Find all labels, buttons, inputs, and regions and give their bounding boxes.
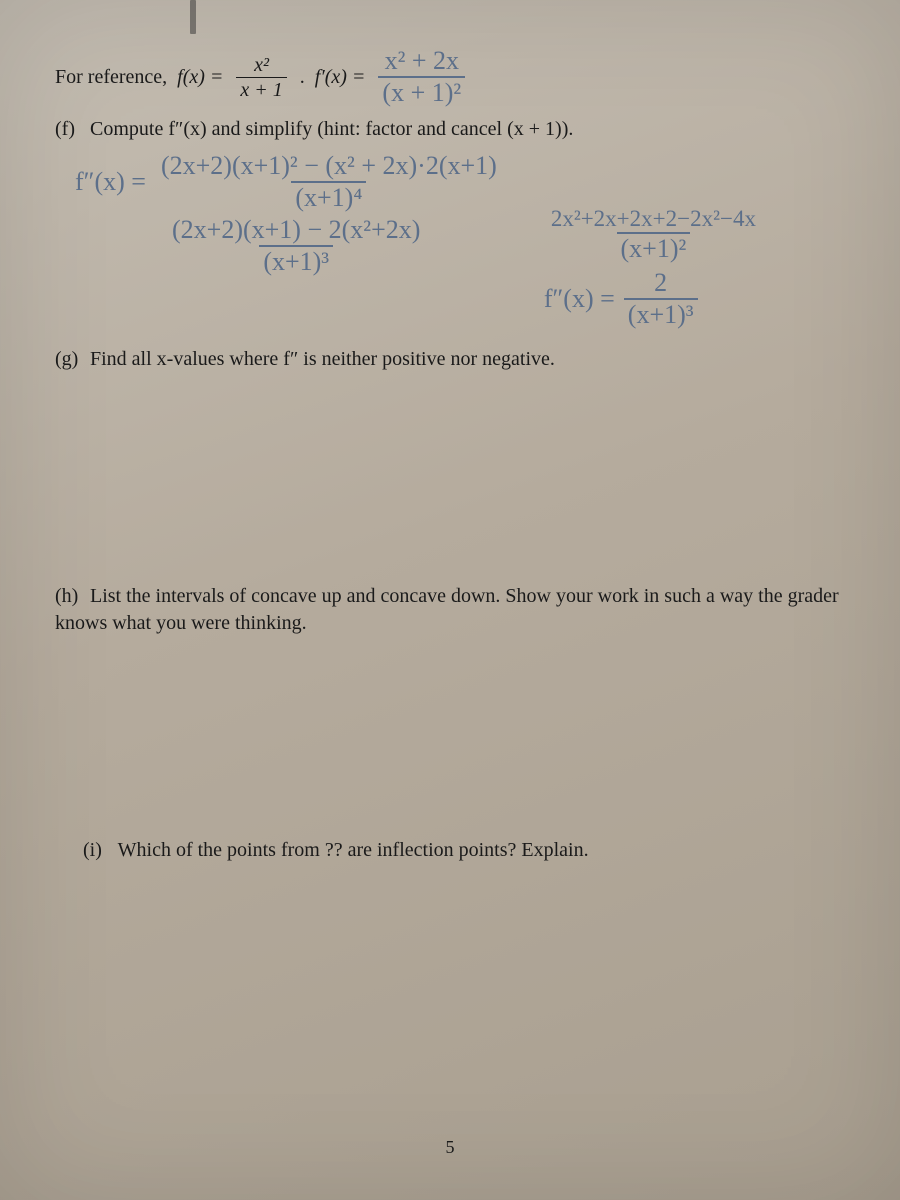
- part-g-text: Find all x-values where f″ is neither po…: [90, 348, 555, 370]
- handwork-line2: (2x+2)(x+1) − 2(x²+2x) (x+1)³: [165, 217, 427, 275]
- fprime-frac: x² + 2x (x + 1)²: [378, 48, 465, 106]
- result-lhs: f″(x) =: [544, 285, 615, 314]
- line1-num: (2x+2)(x+1)² − (x² + 2x)·2(x+1): [157, 153, 501, 181]
- handwork-result: f″(x) = 2 (x+1)³: [544, 270, 701, 328]
- page-number: 5: [0, 1137, 900, 1158]
- line2-num: (2x+2)(x+1) − 2(x²+2x): [168, 217, 424, 245]
- part-i-prompt: (i) Which of the points from ?? are infl…: [83, 837, 850, 864]
- f-frac-num: x²: [250, 55, 273, 77]
- right-frac: 2x²+2x+2x+2−2x²−4x (x+1)²: [547, 207, 760, 262]
- reference-prefix: For reference,: [55, 64, 167, 91]
- fprime-handwritten: x² + 2x (x + 1)²: [375, 48, 468, 106]
- result-den: (x+1)³: [624, 298, 698, 328]
- part-f-text: Compute f″(x) and simplify (hint: factor…: [90, 118, 573, 140]
- worksheet-page: For reference, f(x) = x² x + 1 . f′(x) =…: [0, 0, 900, 1200]
- part-i-text: Which of the points from ?? are inflecti…: [118, 839, 589, 861]
- binding-mark: [190, 0, 196, 34]
- reference-line: For reference, f(x) = x² x + 1 . f′(x) =…: [55, 48, 850, 106]
- handwork-line1: f″(x) = (2x+2)(x+1)² − (x² + 2x)·2(x+1) …: [75, 153, 504, 211]
- right-den: (x+1)²: [617, 232, 691, 262]
- part-f-prompt: (f) Compute f″(x) and simplify (hint: fa…: [55, 116, 850, 143]
- fprime-num: x² + 2x: [381, 48, 463, 76]
- line1-lhs: f″(x) =: [75, 168, 146, 197]
- reference-separator: .: [300, 64, 305, 91]
- f-frac-den: x + 1: [236, 77, 286, 100]
- part-g-label: (g): [55, 346, 85, 373]
- part-h-prompt: (h) List the intervals of concave up and…: [55, 583, 850, 637]
- result-frac: 2 (x+1)³: [624, 270, 698, 328]
- right-num: 2x²+2x+2x+2−2x²−4x: [547, 207, 760, 232]
- handwork-right-col: 2x²+2x+2x+2−2x²−4x (x+1)² f″(x) = 2 (x+1…: [544, 207, 763, 328]
- fprime-equals: f′(x) =: [315, 64, 366, 91]
- line2-frac: (2x+2)(x+1) − 2(x²+2x) (x+1)³: [168, 217, 424, 275]
- line1-frac: (2x+2)(x+1)² − (x² + 2x)·2(x+1) (x+1)⁴: [157, 153, 501, 211]
- line2-den: (x+1)³: [259, 245, 333, 275]
- part-h-text: List the intervals of concave up and con…: [55, 585, 839, 634]
- f-fraction: x² x + 1: [236, 55, 286, 100]
- line1-den: (x+1)⁴: [291, 181, 366, 211]
- part-i-label: (i): [83, 837, 113, 864]
- handwork-left-col: f″(x) = (2x+2)(x+1)² − (x² + 2x)·2(x+1) …: [75, 153, 504, 275]
- part-g-prompt: (g) Find all x-values where f″ is neithe…: [55, 346, 850, 373]
- f-equals: f(x) =: [177, 64, 223, 91]
- handwork-row1: f″(x) = (2x+2)(x+1)² − (x² + 2x)·2(x+1) …: [75, 153, 850, 328]
- part-h-label: (h): [55, 583, 85, 610]
- part-f-label: (f): [55, 116, 85, 143]
- handwork-f: f″(x) = (2x+2)(x+1)² − (x² + 2x)·2(x+1) …: [75, 153, 850, 328]
- fprime-den: (x + 1)²: [378, 76, 465, 106]
- result-num: 2: [650, 270, 671, 298]
